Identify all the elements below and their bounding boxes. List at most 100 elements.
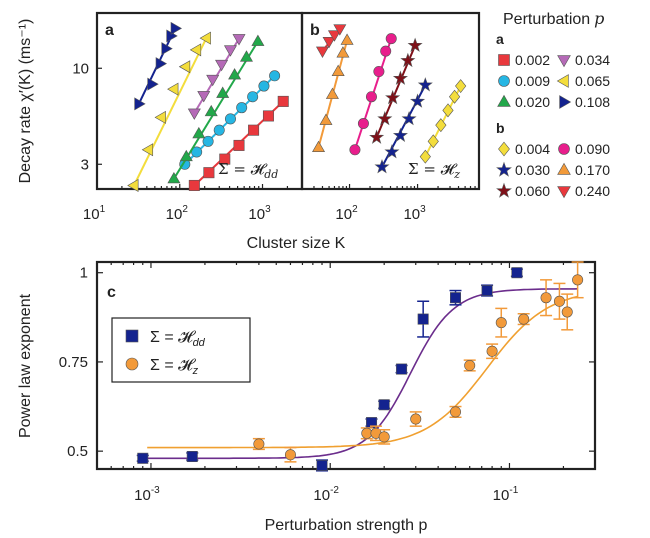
panel-c-xtick-label: 10-3 <box>134 485 160 504</box>
data-point <box>540 292 552 304</box>
data-point <box>340 33 354 45</box>
data-point <box>511 267 523 279</box>
data-point <box>392 70 408 85</box>
series-a-0.034 <box>187 34 246 120</box>
panel-a-xtick-label-exp: 1 <box>100 204 106 215</box>
data-point <box>357 118 369 130</box>
panel-a-xtick-label-base: 10 <box>248 206 265 223</box>
panel-b-xtick-label-base: 10 <box>403 206 420 223</box>
data-point <box>233 139 245 151</box>
legend-ab-group-a: a <box>496 31 504 47</box>
data-point <box>410 413 422 425</box>
legend-b-marker <box>557 162 571 175</box>
panel-a-xtick-label-base: 10 <box>83 206 100 223</box>
data-point <box>247 91 259 103</box>
legend-b-label: 0.240 <box>575 183 610 199</box>
data-point <box>407 37 423 52</box>
legend-a-marker <box>498 54 510 66</box>
data-point <box>197 91 211 103</box>
data-point <box>495 317 507 329</box>
panel-c-xtick-label-exp: -3 <box>151 485 160 496</box>
data-point <box>178 60 191 74</box>
data-point <box>331 64 345 76</box>
legend-a-marker <box>557 55 571 68</box>
data-point <box>167 82 179 96</box>
legend-c-box <box>111 317 251 383</box>
data-point <box>322 36 336 49</box>
data-point <box>204 104 218 117</box>
data-point <box>518 313 530 325</box>
series-a-0.020 <box>167 34 265 184</box>
data-point <box>269 70 281 82</box>
data-point <box>215 59 229 72</box>
data-point <box>377 110 393 126</box>
panel-a-xtick-label-exp: 2 <box>182 204 188 215</box>
legend-b-marker <box>498 141 510 157</box>
data-point <box>410 93 426 108</box>
data-point <box>553 295 565 307</box>
panel-c-xtick-label-exp: -2 <box>330 485 339 496</box>
data-point <box>327 30 341 42</box>
data-point <box>400 52 416 68</box>
series-b-0.060 <box>369 37 423 144</box>
data-point <box>315 46 329 58</box>
y-axis-label-c: Power law exponent <box>17 293 34 438</box>
data-point <box>385 89 401 105</box>
data-point <box>199 31 211 45</box>
data-point <box>448 89 461 104</box>
series-b-0.240 <box>315 24 347 58</box>
data-point <box>170 21 183 35</box>
data-point <box>147 77 159 91</box>
panel-c-xtick-label-exp: -1 <box>509 485 518 496</box>
legend-b-label: 0.004 <box>515 141 550 157</box>
data-point <box>349 144 361 156</box>
panel-b-label: b <box>310 22 320 39</box>
data-point <box>384 144 400 159</box>
data-point <box>419 149 431 164</box>
legend-a-label: 0.034 <box>575 52 610 68</box>
series-b-0.004 <box>419 79 467 164</box>
data-point <box>167 171 181 184</box>
legend-c-label-main: Σ = 𝓗 <box>150 357 196 374</box>
data-point <box>213 124 225 136</box>
x-axis-label-c: Perturbation strength p <box>265 517 428 534</box>
panel-c-ytick-label: 0.75 <box>59 354 88 371</box>
data-point <box>228 68 242 80</box>
legend-a-marker <box>498 75 510 87</box>
panel-a-xtick-label: 102 <box>166 204 189 223</box>
data-point <box>561 306 573 318</box>
legend-c-label-sub: dd <box>193 337 206 349</box>
panel-c-ytick-label: 0.5 <box>67 443 88 460</box>
data-point <box>373 66 385 78</box>
data-point <box>186 451 198 463</box>
data-point <box>455 79 467 94</box>
data-point <box>316 459 328 471</box>
legend-c-marker <box>125 329 139 343</box>
panel-c-xtick-label: 10-1 <box>493 485 519 504</box>
panel-c-xtick-label-base: 10 <box>493 487 510 504</box>
panel-a-ytick-label: 10 <box>72 60 89 77</box>
panel-c-xtick-label: 10-2 <box>313 485 339 504</box>
series-c-dd <box>136 267 578 472</box>
data-point <box>206 74 220 87</box>
data-point <box>155 57 168 71</box>
data-point <box>378 431 390 443</box>
panel-c-xtick-label-base: 10 <box>313 487 330 504</box>
data-point <box>435 118 447 133</box>
data-point <box>248 124 260 136</box>
legend-a-label: 0.020 <box>515 94 550 110</box>
data-point <box>417 77 433 92</box>
panel-b-xtick-label-exp: 2 <box>352 204 358 215</box>
panel-c-frame <box>95 260 597 471</box>
data-point <box>361 427 373 439</box>
data-point <box>572 274 584 286</box>
panel-a-xtick-label: 103 <box>248 204 271 223</box>
legend-a-label: 0.009 <box>515 73 550 89</box>
panel-b-xtick-label-exp: 3 <box>420 204 426 215</box>
legend-ab-group-b: b <box>496 120 505 136</box>
panel-c-xtick-label-base: 10 <box>134 487 151 504</box>
data-point <box>219 153 231 165</box>
data-point <box>369 129 385 144</box>
series-a-0.009 <box>179 70 281 170</box>
panel-b-xtick-label: 103 <box>403 204 426 223</box>
